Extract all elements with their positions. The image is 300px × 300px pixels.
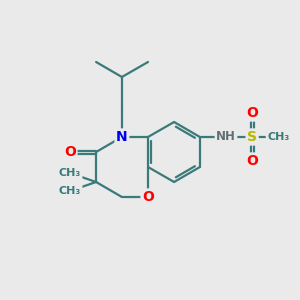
Text: O: O — [246, 106, 258, 120]
Text: CH₃: CH₃ — [59, 168, 81, 178]
Text: CH₃: CH₃ — [267, 132, 289, 142]
Text: O: O — [64, 145, 76, 159]
Text: NH: NH — [216, 130, 236, 143]
Text: O: O — [142, 190, 154, 204]
Text: O: O — [246, 154, 258, 168]
Text: CH₃: CH₃ — [59, 186, 81, 196]
Text: N: N — [116, 130, 128, 144]
Text: S: S — [247, 130, 257, 144]
